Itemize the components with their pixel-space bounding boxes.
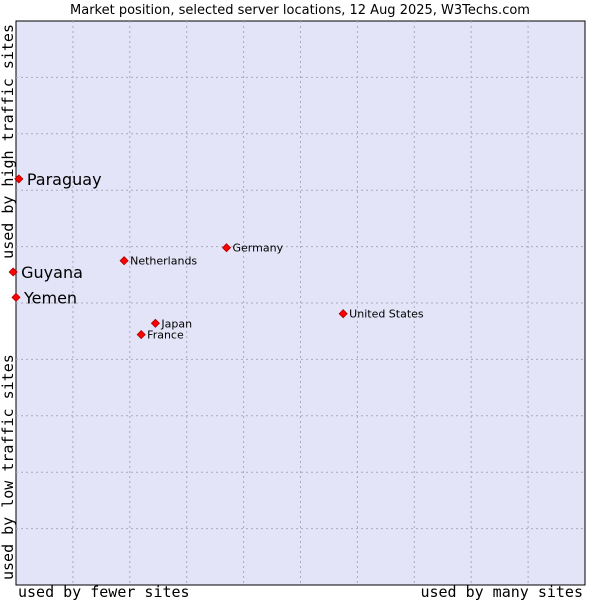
point-label-united-states: United States — [349, 308, 424, 321]
y-axis-label-bottom: used by low traffic sites — [0, 354, 17, 580]
data-point-guyana[interactable]: Guyana — [8, 263, 83, 282]
point-label-germany: Germany — [233, 242, 284, 255]
data-point-france[interactable]: France — [136, 329, 184, 342]
point-marker-united-states[interactable] — [338, 309, 348, 319]
y-axis-label-top: used by high traffic sites — [0, 24, 17, 259]
point-marker-guyana[interactable] — [8, 267, 18, 277]
chart-title: Market position, selected server locatio… — [70, 3, 530, 18]
x-axis-label-left: used by fewer sites — [18, 583, 190, 600]
point-label-guyana: Guyana — [21, 263, 83, 282]
point-label-japan: Japan — [160, 317, 192, 330]
point-label-france: France — [147, 329, 184, 342]
point-label-paraguay: Paraguay — [27, 170, 102, 189]
data-points: Paraguay Guyana Yemen Netherlands Germany Jap… — [8, 170, 424, 342]
point-marker-netherlands[interactable] — [119, 256, 129, 266]
point-marker-japan[interactable] — [150, 318, 160, 328]
data-point-paraguay[interactable]: Paraguay — [14, 170, 102, 189]
data-point-japan[interactable]: Japan — [150, 317, 192, 330]
point-label-yemen: Yemen — [23, 288, 77, 307]
data-point-netherlands[interactable]: Netherlands — [119, 255, 197, 268]
point-marker-paraguay[interactable] — [14, 174, 24, 184]
data-point-united-states[interactable]: United States — [338, 308, 424, 321]
point-marker-germany[interactable] — [221, 243, 232, 253]
point-marker-yemen[interactable] — [11, 292, 21, 302]
point-marker-france[interactable] — [136, 330, 146, 340]
x-axis-label-right: used by many sites — [420, 583, 583, 600]
point-label-netherlands: Netherlands — [130, 255, 197, 268]
grid-lines — [16, 21, 585, 585]
data-point-germany[interactable]: Germany — [221, 242, 284, 255]
data-point-yemen[interactable]: Yemen — [11, 288, 77, 307]
